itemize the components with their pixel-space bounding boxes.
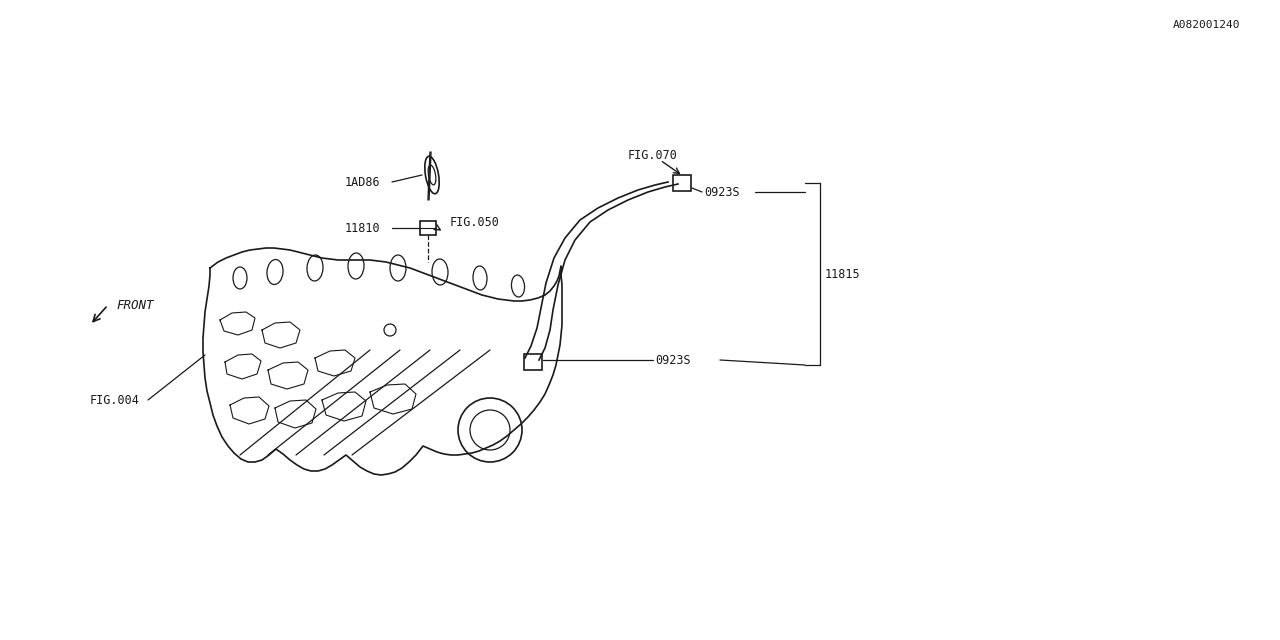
Text: 11810: 11810: [346, 221, 380, 234]
Text: FIG.050: FIG.050: [451, 216, 500, 228]
Text: FIG.070: FIG.070: [628, 148, 678, 161]
Text: FRONT: FRONT: [116, 298, 154, 312]
Text: 11815: 11815: [826, 268, 860, 280]
Text: 0923S: 0923S: [704, 186, 740, 198]
Text: 0923S: 0923S: [655, 353, 691, 367]
Text: FIG.004: FIG.004: [90, 394, 140, 406]
Text: A082001240: A082001240: [1172, 20, 1240, 30]
Text: 1AD86: 1AD86: [346, 175, 380, 189]
